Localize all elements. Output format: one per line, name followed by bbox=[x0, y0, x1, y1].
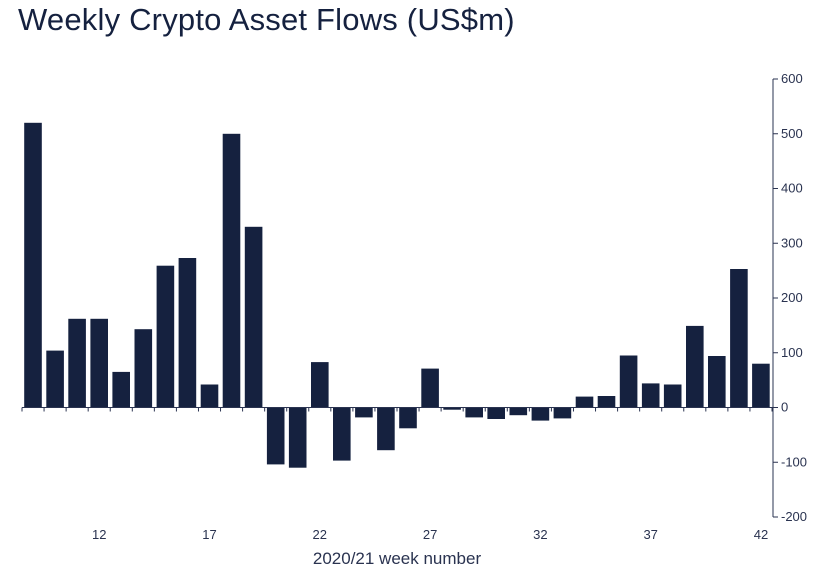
bar-week-38 bbox=[663, 384, 682, 408]
x-axis: 12 17 22 27 32 37 42 bbox=[21, 407, 773, 542]
x-tick-label: 27 bbox=[423, 527, 437, 542]
y-tick-label: 500 bbox=[781, 126, 803, 141]
bar-week-13 bbox=[112, 371, 130, 408]
y-tick-label: 200 bbox=[781, 290, 803, 305]
y-axis: 600 500 400 300 200 100 0 -100 -200 bbox=[772, 71, 807, 524]
bar-week-21 bbox=[288, 407, 307, 468]
y-tick-label: 600 bbox=[781, 71, 803, 86]
bar-week-19 bbox=[244, 226, 263, 408]
x-tick-label: 42 bbox=[754, 527, 768, 542]
bar-week-25 bbox=[377, 407, 395, 451]
bar-week-26 bbox=[399, 407, 417, 429]
x-tick-label: 12 bbox=[92, 527, 106, 542]
bar-week-39 bbox=[686, 325, 704, 408]
bar-week-31 bbox=[509, 407, 528, 416]
bar-week-15 bbox=[156, 265, 175, 408]
bar-week-18 bbox=[222, 133, 241, 408]
x-tick-label: 37 bbox=[643, 527, 657, 542]
bar-week-9 bbox=[24, 122, 42, 408]
bar-week-40 bbox=[708, 356, 726, 408]
y-tick-label: 400 bbox=[781, 181, 803, 196]
bar-week-33 bbox=[553, 407, 572, 419]
bar-week-36 bbox=[619, 355, 638, 408]
bar-week-17 bbox=[200, 384, 219, 408]
y-tick-label: -200 bbox=[781, 509, 807, 524]
bar-week-10 bbox=[46, 350, 64, 408]
bar-week-14 bbox=[134, 329, 153, 408]
bar-week-30 bbox=[487, 407, 505, 419]
bar-week-11 bbox=[68, 318, 86, 408]
bar-week-35 bbox=[597, 396, 616, 408]
bar-week-32 bbox=[531, 407, 550, 421]
bar-week-41 bbox=[730, 269, 748, 408]
bar-week-27 bbox=[421, 368, 439, 408]
bar-week-29 bbox=[465, 407, 483, 418]
y-tick-label: 0 bbox=[781, 400, 788, 415]
y-tick-label: 100 bbox=[781, 345, 803, 360]
bar-week-28 bbox=[443, 407, 461, 410]
bar-week-16 bbox=[178, 258, 197, 408]
chart-title: Weekly Crypto Asset Flows (US$m) bbox=[18, 2, 515, 37]
bar-week-37 bbox=[641, 383, 660, 408]
y-tick-label: -100 bbox=[781, 454, 807, 469]
bar-week-42 bbox=[752, 363, 770, 408]
x-tick-label: 17 bbox=[202, 527, 216, 542]
bar-week-34 bbox=[575, 396, 594, 408]
y-tick-label: 300 bbox=[781, 235, 803, 250]
bar-week-20 bbox=[266, 407, 285, 465]
bar-week-24 bbox=[355, 407, 373, 418]
bar-week-12 bbox=[90, 318, 108, 408]
x-axis-title: 2020/21 week number bbox=[313, 549, 482, 568]
bar-week-22 bbox=[311, 362, 329, 408]
x-tick-label: 32 bbox=[533, 527, 547, 542]
bars-group bbox=[24, 122, 770, 468]
x-tick-label: 22 bbox=[313, 527, 327, 542]
bar-week-23 bbox=[333, 407, 351, 461]
